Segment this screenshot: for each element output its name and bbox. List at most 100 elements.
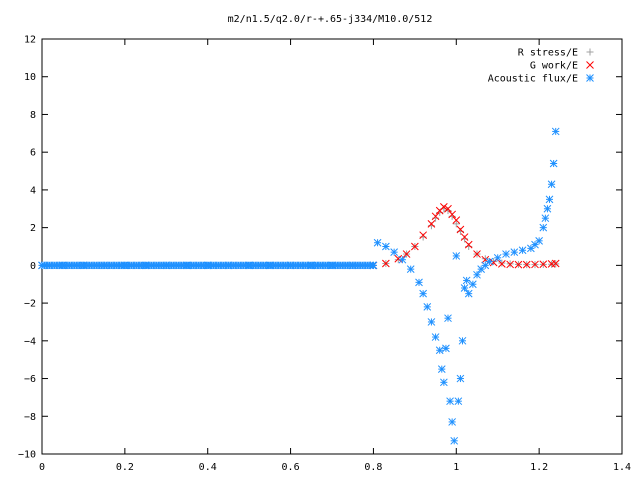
data-point: [431, 333, 440, 341]
data-point: [456, 374, 465, 383]
data-point: [423, 303, 432, 311]
data-point: [518, 246, 527, 255]
data-point: [498, 260, 506, 268]
data-marks: [38, 127, 560, 445]
x-tick-label: 0: [39, 462, 45, 473]
legend-label: G work/E: [530, 61, 578, 72]
data-point: [473, 270, 481, 279]
y-tick-label: 2: [30, 223, 36, 234]
data-point: [514, 260, 523, 269]
x-tick-label: 0.8: [364, 462, 382, 473]
y-tick-label: 6: [30, 148, 36, 159]
plot-frame: [41, 38, 623, 455]
data-point: [547, 180, 556, 189]
data-point: [541, 214, 550, 223]
legend-label: Acoustic flux/E: [488, 74, 578, 85]
data-point: [419, 231, 427, 240]
legend-label: R stress/E: [518, 48, 578, 59]
data-point: [481, 255, 489, 263]
data-point: [545, 195, 554, 204]
data-point: [460, 233, 469, 241]
data-point: [464, 240, 473, 249]
data-point: [452, 216, 461, 224]
y-tick-label: 10: [24, 72, 36, 83]
y-tick-label: −4: [24, 336, 36, 347]
data-point: [448, 210, 456, 219]
data-point: [448, 418, 456, 426]
data-point: [435, 346, 444, 355]
y-tick-label: −10: [18, 450, 36, 461]
data-point: [502, 250, 510, 258]
series-2: [38, 127, 560, 445]
data-point: [382, 259, 390, 268]
y-tick-label: 8: [30, 110, 36, 121]
data-point: [458, 336, 467, 345]
y-tick-label: −2: [24, 299, 36, 310]
series-1: [369, 203, 560, 270]
x-tick-label: 1.2: [530, 462, 548, 473]
data-point: [427, 220, 436, 228]
data-point: [437, 365, 446, 373]
data-point: [473, 250, 481, 258]
data-point: [452, 220, 460, 228]
legend-marker: [586, 48, 594, 56]
legend-marker: [586, 74, 594, 82]
data-point: [446, 397, 454, 406]
data-point: [551, 259, 560, 268]
legend: R stress/E G work/E Acoustic flux/E: [488, 48, 594, 85]
data-point: [450, 436, 459, 445]
data-point: [382, 242, 390, 251]
series-2-baseline: [38, 261, 377, 270]
data-point: [440, 378, 448, 387]
data-point: [543, 204, 552, 213]
y-tick-label: 0: [30, 261, 36, 272]
data-point: [402, 250, 411, 258]
y-tick-label: −8: [24, 412, 36, 423]
data-point: [440, 203, 448, 211]
data-point: [419, 289, 427, 298]
data-point: [427, 318, 436, 326]
data-point: [431, 212, 440, 221]
data-point: [551, 127, 560, 136]
data-point: [462, 276, 471, 285]
data-point: [539, 223, 548, 232]
data-point: [469, 280, 477, 289]
data-point: [368, 261, 377, 270]
data-point: [506, 260, 514, 269]
data-point: [510, 248, 519, 257]
legend-marker: [586, 61, 594, 69]
data-point: [373, 238, 382, 247]
x-tick-label: 0.4: [199, 462, 217, 473]
data-point: [481, 261, 490, 270]
data-point: [442, 344, 450, 353]
chart-title: m2/n1.5/q2.0/r-+.65-j334/M10.0/512: [228, 14, 433, 25]
data-point: [539, 260, 548, 269]
data-point: [390, 248, 398, 257]
data-point: [535, 236, 543, 245]
data-point: [406, 265, 415, 273]
data-point: [493, 253, 502, 262]
data-point: [498, 259, 506, 267]
data-point: [452, 252, 461, 260]
x-tick-label: 1.4: [613, 462, 631, 473]
y-tick-label: 12: [24, 35, 36, 46]
data-point: [485, 257, 494, 266]
data-point: [454, 397, 463, 406]
data-point: [411, 242, 419, 251]
data-point: [444, 314, 452, 323]
axes: 0 0.2 0.4 0.6 0.8 1 1.2 1.4 12 10 8 6 4 2 0 −2 −4 −6 −8 −10: [18, 35, 631, 474]
data-point: [522, 260, 531, 269]
x-tick-label: 1: [453, 462, 459, 473]
data-point: [549, 159, 558, 168]
data-point: [456, 225, 465, 234]
data-point: [460, 284, 469, 292]
data-point: [398, 255, 407, 264]
x-tick-label: 0.2: [116, 462, 134, 473]
y-tick-label: 4: [30, 185, 36, 196]
data-point: [464, 289, 473, 298]
x-tick-label: 0.6: [282, 462, 300, 473]
data-point: [415, 278, 423, 287]
data-point: [531, 260, 539, 269]
data-point: [444, 204, 452, 213]
